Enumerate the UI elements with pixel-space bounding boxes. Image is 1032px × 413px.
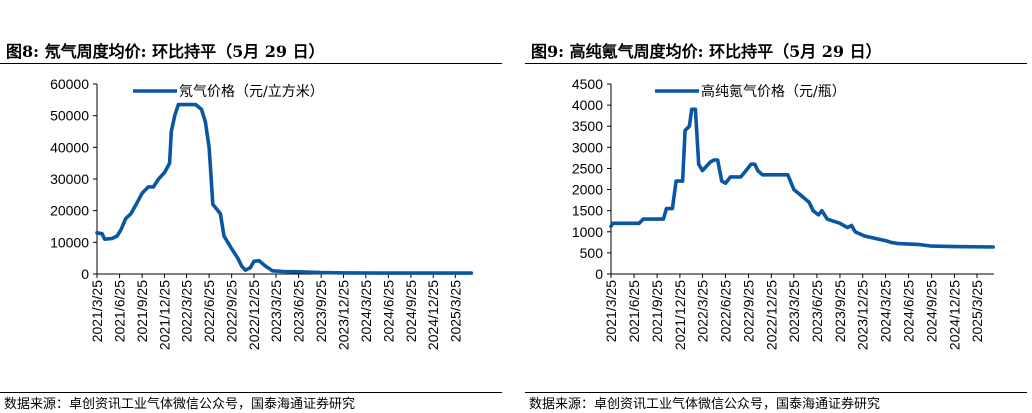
y-tick-label: 40000 — [50, 139, 89, 155]
x-tick-label: 2023/9/25 — [313, 280, 329, 342]
y-tick-label: 3500 — [572, 118, 603, 134]
series-line — [95, 102, 474, 275]
x-tick-label: 2021/3/25 — [89, 280, 105, 342]
x-tick-label: 2024/3/25 — [878, 280, 894, 342]
x-tick-label: 2023/9/25 — [832, 280, 848, 342]
y-tick-label: 2500 — [572, 160, 603, 176]
x-tick-label: 2022/6/25 — [201, 280, 217, 342]
series-line — [609, 107, 995, 249]
chart-panel-krypton: 图9: 高纯氪气周度均价: 环比持平（5月 29 日） 0 500 1000 1500… — [525, 0, 1027, 413]
neon-price-chart: 0 10000 20000 30000 40000 50000 60000 2021/3/25… — [50, 76, 474, 350]
source-note: 数据来源：卓创资讯工业气体微信公众号，国泰海通证券研究 — [529, 397, 881, 412]
x-tick-label: 2021/6/25 — [112, 280, 128, 342]
chart-title: 图9: 高纯氪气周度均价: 环比持平（5月 29 日） — [531, 42, 882, 61]
x-tick-label: 2022/3/25 — [179, 280, 195, 342]
y-tick-label: 2000 — [572, 182, 603, 198]
y-tick-label: 3000 — [572, 139, 603, 155]
chart-title: 图8: 氖气周度均价: 环比持平（5月 29 日） — [6, 42, 325, 61]
x-tick-label: 2024/6/25 — [901, 280, 917, 342]
x-tick-label: 2021/6/25 — [626, 280, 642, 342]
y-tick-label: 50000 — [50, 108, 89, 124]
x-tick-label: 2024/3/25 — [358, 280, 374, 342]
y-tick-label: 500 — [580, 245, 604, 261]
x-tick-label: 2022/9/25 — [741, 280, 757, 342]
x-tick-label: 2022/3/25 — [694, 280, 710, 342]
x-tick-label: 2023/6/25 — [809, 280, 825, 342]
x-tick-label: 2024/6/25 — [380, 280, 396, 342]
x-tick-label: 2024/12/25 — [425, 280, 441, 350]
x-tick-label: 2021/12/25 — [672, 280, 688, 350]
source-rule — [0, 392, 502, 393]
x-tick-label: 2024/9/25 — [924, 280, 940, 342]
x-tick-label: 2021/9/25 — [134, 280, 150, 342]
y-tick-label: 20000 — [50, 203, 89, 219]
title-rule — [0, 63, 502, 64]
x-tick-label: 2023/12/25 — [855, 280, 871, 350]
x-tick-label: 2023/12/25 — [335, 280, 351, 350]
x-tick-label: 2022/6/25 — [717, 280, 733, 342]
legend-label: 氖气价格（元/立方米） — [179, 84, 324, 100]
legend-label: 高纯氪气价格（元/瓶） — [701, 83, 846, 100]
title-rule — [525, 63, 1027, 64]
y-tick-label: 1500 — [572, 203, 603, 219]
x-tick-label: 2021/12/25 — [156, 280, 172, 350]
x-tick-label: 2024/12/25 — [946, 280, 962, 350]
y-tick-label: 0 — [595, 266, 603, 282]
krypton-price-chart: 0 500 1000 1500 2000 2500 3000 3500 4000 4500 2021… — [572, 76, 995, 350]
x-tick-label: 2025/3/25 — [447, 280, 463, 342]
x-tick-label: 2022/12/25 — [246, 280, 262, 350]
source-rule — [525, 392, 1027, 393]
y-tick-label: 10000 — [50, 234, 89, 250]
x-tick-label: 2024/9/25 — [403, 280, 419, 342]
y-tick-label: 4500 — [572, 76, 603, 92]
x-tick-label: 2021/3/25 — [603, 280, 619, 342]
y-tick-label: 0 — [81, 266, 89, 282]
x-tick-label: 2022/9/25 — [224, 280, 240, 342]
y-tick-label: 4000 — [572, 97, 603, 113]
source-note: 数据来源：卓创资讯工业气体微信公众号，国泰海通证券研究 — [4, 397, 356, 412]
chart-panel-neon: 图8: 氖气周度均价: 环比持平（5月 29 日） 0 10000 20000 300… — [0, 0, 502, 413]
x-tick-label: 2021/9/25 — [649, 280, 665, 342]
x-tick-label: 2023/3/25 — [268, 280, 284, 342]
x-tick-label: 2025/3/25 — [969, 280, 985, 342]
x-tick-label: 2023/6/25 — [291, 280, 307, 342]
x-tick-label: 2023/3/25 — [786, 280, 802, 342]
y-tick-label: 1000 — [572, 224, 603, 240]
x-tick-label: 2022/12/25 — [763, 280, 779, 350]
y-tick-label: 30000 — [50, 171, 89, 187]
y-tick-label: 60000 — [50, 76, 89, 92]
